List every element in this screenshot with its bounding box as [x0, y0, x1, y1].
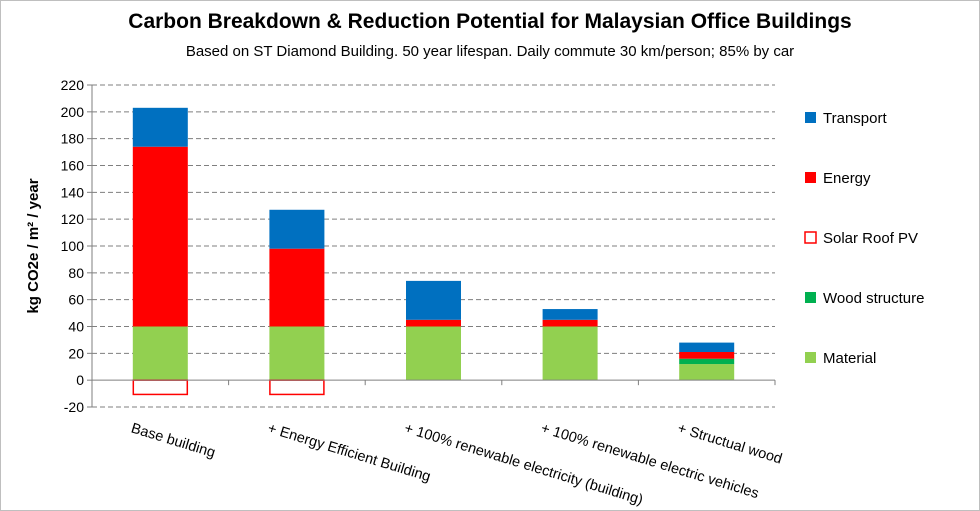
category-label: + 100% renewable electricity (building) — [402, 421, 644, 509]
bar-segment-material — [406, 326, 461, 381]
bar-segment-solar-roof-pv — [269, 379, 325, 396]
legend-label: Material — [823, 350, 876, 367]
axes — [87, 84, 776, 408]
y-tick-label: 0 — [76, 372, 84, 388]
bar-segment-transport — [406, 280, 461, 320]
legend: Transport Energy Solar Roof PV Wood structu… — [804, 110, 924, 367]
category-label: + Structual wood — [676, 421, 784, 468]
y-tick-label: 40 — [68, 319, 84, 335]
bar-segment-energy — [269, 248, 325, 327]
category-label: Base building — [129, 421, 217, 462]
legend-label: Energy — [823, 170, 871, 187]
bar-segment-transport — [542, 309, 598, 320]
y-tick-label: 100 — [61, 238, 85, 254]
bar-segment-solar-roof-pv — [132, 379, 189, 396]
bar-segment-energy — [542, 319, 598, 327]
bar-segment-material — [679, 364, 735, 381]
y-tick-label: 180 — [61, 131, 85, 147]
legend-label: Transport — [823, 110, 887, 127]
chart-subtitle: Based on ST Diamond Building. 50 year li… — [185, 43, 795, 60]
bar-segment-material — [542, 326, 598, 381]
bar-segment-energy — [406, 319, 461, 327]
legend-label: Solar Roof PV — [823, 230, 918, 247]
legend-label: Wood structure — [823, 290, 924, 307]
y-tick-label: 160 — [61, 158, 85, 174]
legend-swatch — [805, 112, 816, 123]
legend-swatch — [805, 172, 816, 183]
legend-swatch — [804, 231, 817, 244]
y-tick-label: -20 — [64, 399, 84, 415]
legend-swatch — [805, 292, 816, 303]
bar-segment-transport — [132, 107, 188, 147]
category-labels: Base building + Energy Efficient Building… — [129, 421, 784, 509]
y-tick-label: 220 — [61, 77, 85, 93]
y-tick-label: 60 — [68, 292, 84, 308]
bars — [132, 107, 735, 396]
y-tick-labels: -20 0 20 40 60 80 100 120 140 160 180 200 220 — [61, 77, 85, 415]
bar-segment-transport — [269, 209, 325, 249]
bar-segment-material — [132, 326, 188, 381]
y-tick-label: 140 — [61, 184, 85, 200]
bar-segment-material — [269, 326, 325, 381]
bar-segment-transport — [679, 342, 735, 352]
legend-swatch — [805, 352, 816, 363]
bar-segment-energy — [679, 351, 735, 359]
y-axis-label: kg CO2e / m² / year — [25, 178, 42, 313]
y-tick-label: 200 — [61, 104, 85, 120]
bar-segment-wood-structure — [679, 358, 735, 365]
chart-title: Carbon Breakdown & Reduction Potential f… — [128, 10, 852, 33]
bar-segment-energy — [132, 146, 188, 327]
y-tick-label: 20 — [68, 345, 84, 361]
category-label: + 100% renewable electric vehicles — [539, 421, 761, 503]
y-tick-label: 80 — [68, 265, 84, 281]
y-tick-label: 120 — [61, 211, 85, 227]
gridlines — [92, 84, 775, 408]
